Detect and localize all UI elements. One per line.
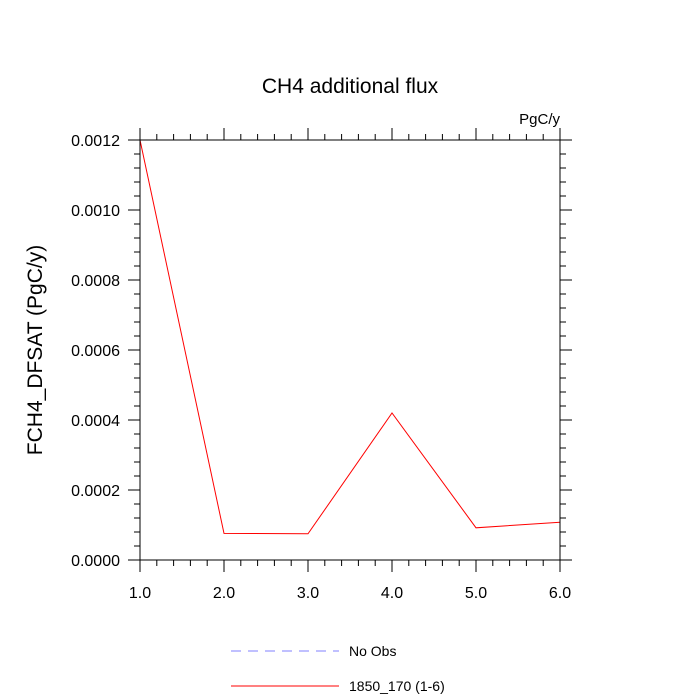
x-tick-label: 2.0: [213, 585, 235, 602]
y-axis-label: FCH4_DFSAT (PgC/y): [24, 245, 47, 455]
series-line: [139, 139, 561, 535]
y-tick-label: 0.0002: [71, 483, 120, 500]
x-tick-label: 1.0: [129, 585, 151, 602]
chart-title: CH4 additional flux: [262, 75, 439, 98]
y-tick-label: 0.0012: [71, 133, 120, 150]
x-tick-label: 5.0: [465, 585, 487, 602]
x-tick-label: 4.0: [381, 585, 403, 602]
units-label: PgC/y: [519, 111, 560, 128]
axis-ticks: [128, 128, 572, 572]
y-tick-label: 0.0008: [71, 273, 120, 290]
y-tick-label: 0.0006: [71, 343, 120, 360]
y-tick-label: 0.0004: [71, 413, 120, 430]
x-tick-label: 6.0: [549, 585, 571, 602]
plot-frame: [139, 139, 561, 561]
y-tick-label: 0.0000: [71, 553, 120, 570]
tick-labels: 1.0 2.0 3.0 4.0 5.0 6.0 0.0000 0.0002 0.0004 0.00…: [71, 133, 571, 602]
legend-label: No Obs: [349, 643, 396, 659]
y-tick-label: 0.0010: [71, 203, 120, 220]
legend-label: 1850_170 (1-6): [349, 678, 445, 694]
x-tick-label: 3.0: [297, 585, 319, 602]
legend: No Obs 1850_170 (1-6): [231, 643, 445, 694]
series-layer: [139, 139, 561, 535]
